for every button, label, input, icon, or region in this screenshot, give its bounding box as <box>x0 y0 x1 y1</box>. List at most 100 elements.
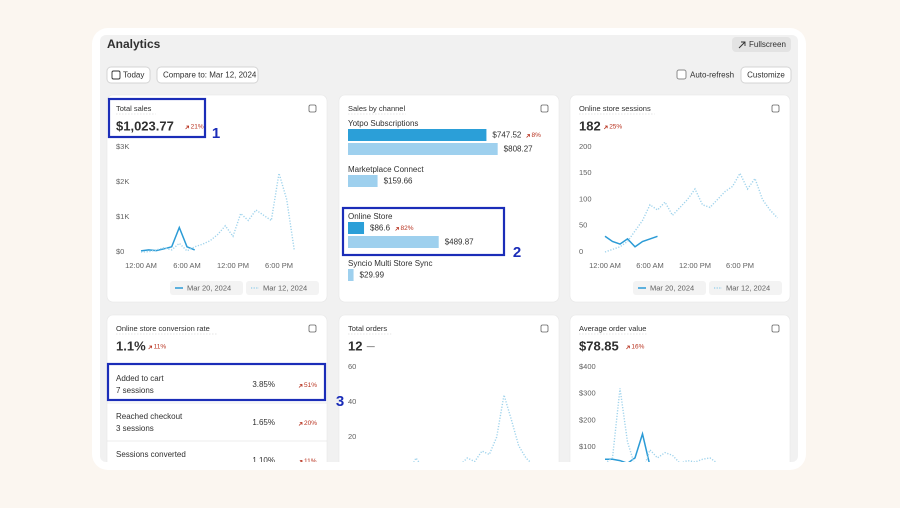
trend-icon <box>626 345 630 350</box>
y-tick-label: 0 <box>579 247 583 256</box>
card-bg <box>338 314 560 462</box>
step-change: 11% <box>304 458 317 465</box>
card: Online store sessions 182 25% 0 50 100 150 200 1… <box>569 94 791 303</box>
series-line <box>605 431 658 462</box>
metric-change: 16% <box>631 344 644 351</box>
metric-value: 1.1% <box>116 338 146 353</box>
card-title: Average order value <box>579 324 646 333</box>
bar-label: $86.6 <box>370 224 391 233</box>
y-tick-label: $300 <box>579 389 596 398</box>
callout-box <box>341 206 506 257</box>
bar-current <box>348 222 365 234</box>
series-line <box>604 388 778 462</box>
compare-button[interactable] <box>156 66 259 84</box>
cards: Total sales $1,023.77 21% $0 $1K $2K $3K 12:00 … <box>106 94 791 465</box>
legend-chip <box>633 281 706 295</box>
callout-number: 3 <box>336 393 344 410</box>
callout-number: 2 <box>513 244 521 261</box>
y-tick-label: 200 <box>579 142 592 151</box>
step-rate: 3.85% <box>252 380 275 389</box>
y-tick-label: $1K <box>116 212 129 221</box>
explore-icon[interactable] <box>771 324 780 333</box>
card-title: Online store conversion rate <box>116 324 210 333</box>
metric-change: 21% <box>191 124 204 131</box>
y-tick-label: 60 <box>348 362 356 371</box>
step-sessions: 7 sessions <box>116 386 154 395</box>
callout-box <box>106 362 327 402</box>
panel: Analytics Fullscreen Today Compare to: M… <box>100 35 798 465</box>
x-tick-label: 12:00 PM <box>679 261 711 270</box>
card-title: Sales by channel <box>348 104 405 113</box>
legend-label: Mar 20, 2024 <box>187 283 231 292</box>
metric-change: — <box>367 342 375 351</box>
explore-icon[interactable] <box>540 324 549 333</box>
card: Sales by channel Yotpo Subscriptions $747.… <box>338 94 560 303</box>
y-tick-label: 150 <box>579 168 592 177</box>
step-change: 51% <box>304 382 317 389</box>
series-line <box>140 173 295 253</box>
explore-icon[interactable] <box>540 104 549 113</box>
trend-icon <box>148 345 152 350</box>
compare-label: Compare to: Mar 12, 2024 <box>163 71 257 80</box>
bar-label: $747.52 <box>492 131 521 140</box>
bar-label: $489.87 <box>445 238 474 247</box>
card: Online store conversion rate 1.1% 11% Added… <box>106 314 328 465</box>
customize-button[interactable] <box>740 66 792 84</box>
card: Average order value $78.85 16% $100 $200 $300… <box>569 314 791 462</box>
bar-change: 82% <box>401 225 414 232</box>
explore-icon[interactable] <box>308 104 317 113</box>
y-tick-label: $400 <box>579 362 596 371</box>
explore-icon[interactable] <box>771 104 780 113</box>
explore-icon[interactable] <box>308 324 317 333</box>
trend-icon <box>395 227 399 231</box>
page-title: Analytics <box>107 37 161 51</box>
y-tick-label: $2K <box>116 177 129 186</box>
x-tick-label: 6:00 PM <box>265 261 293 270</box>
series-line <box>372 394 541 462</box>
x-tick-label: 12:00 AM <box>589 261 621 270</box>
bar-label: $808.27 <box>504 145 533 154</box>
x-tick-label: 6:00 AM <box>173 261 201 270</box>
auto-refresh-label: Auto-refresh <box>690 71 734 80</box>
metric-change: 25% <box>609 124 622 131</box>
auto-refresh-checkbox[interactable] <box>676 69 687 80</box>
legend-chip <box>709 281 782 295</box>
bar-label: $29.99 <box>360 271 385 280</box>
y-tick-label: $100 <box>579 442 596 451</box>
calendar-icon <box>111 70 121 80</box>
fullscreen-label: Fullscreen <box>749 40 786 49</box>
y-tick-label: $3K <box>116 142 129 151</box>
trend-icon <box>526 134 530 138</box>
metric-change: 11% <box>154 344 167 351</box>
x-tick-label: 12:00 PM <box>217 261 249 270</box>
metric-value: $1,023.77 <box>116 118 174 133</box>
bar-change: 8% <box>532 132 542 139</box>
step-label: Added to cart <box>116 374 164 383</box>
customize-label: Customize <box>747 71 785 80</box>
callout-box <box>107 97 207 139</box>
card-title: Total sales <box>116 104 152 113</box>
legend-chip <box>246 281 319 295</box>
card-bg <box>569 314 791 462</box>
fullscreen-button[interactable] <box>732 37 791 52</box>
card: Total sales $1,023.77 21% $0 $1K $2K $3K 12:00 … <box>106 94 328 303</box>
y-tick-label: 50 <box>579 221 587 230</box>
y-tick-label: $200 <box>579 415 596 424</box>
metric-value: 182 <box>579 118 601 133</box>
card-bg <box>106 314 328 462</box>
trend-icon <box>298 384 303 388</box>
step-rate: 1.10% <box>252 456 275 465</box>
trend-icon <box>185 125 189 130</box>
series-line <box>140 225 195 252</box>
channel-name: Online Store <box>348 212 393 221</box>
y-tick-label: 100 <box>579 194 592 203</box>
fullscreen-icon <box>738 41 746 49</box>
channel-name: Syncio Multi Store Sync <box>348 259 432 268</box>
callouts: 1 2 3 <box>106 97 521 410</box>
series-line <box>604 235 658 248</box>
step-label: Sessions converted <box>116 450 186 459</box>
channel-name: Marketplace Connect <box>348 165 424 174</box>
y-tick-label: 20 <box>348 432 356 441</box>
trend-icon <box>298 422 303 426</box>
